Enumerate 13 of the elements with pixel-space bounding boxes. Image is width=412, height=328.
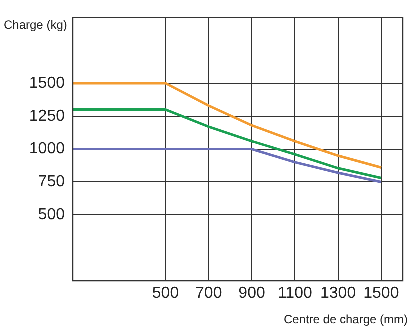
x-tick-label: 500 — [152, 285, 180, 302]
x-tick-label: 1100 — [278, 285, 312, 302]
y-tick-label: 1000 — [29, 140, 66, 158]
x-axis-title: Centre de charge (mm) — [284, 312, 408, 326]
x-tick-label: 1300 — [320, 285, 356, 302]
y-tick-label: 1500 — [29, 74, 66, 92]
x-tick-label: 700 — [196, 285, 222, 302]
y-axis-title: Charge (kg) — [4, 18, 68, 32]
y-tick-label: 500 — [38, 206, 66, 224]
x-tick-label: 1500 — [364, 285, 400, 302]
y-tick-label: 1250 — [29, 108, 66, 125]
x-tick-label: 900 — [238, 285, 266, 302]
y-tick-label: 750 — [38, 174, 66, 191]
